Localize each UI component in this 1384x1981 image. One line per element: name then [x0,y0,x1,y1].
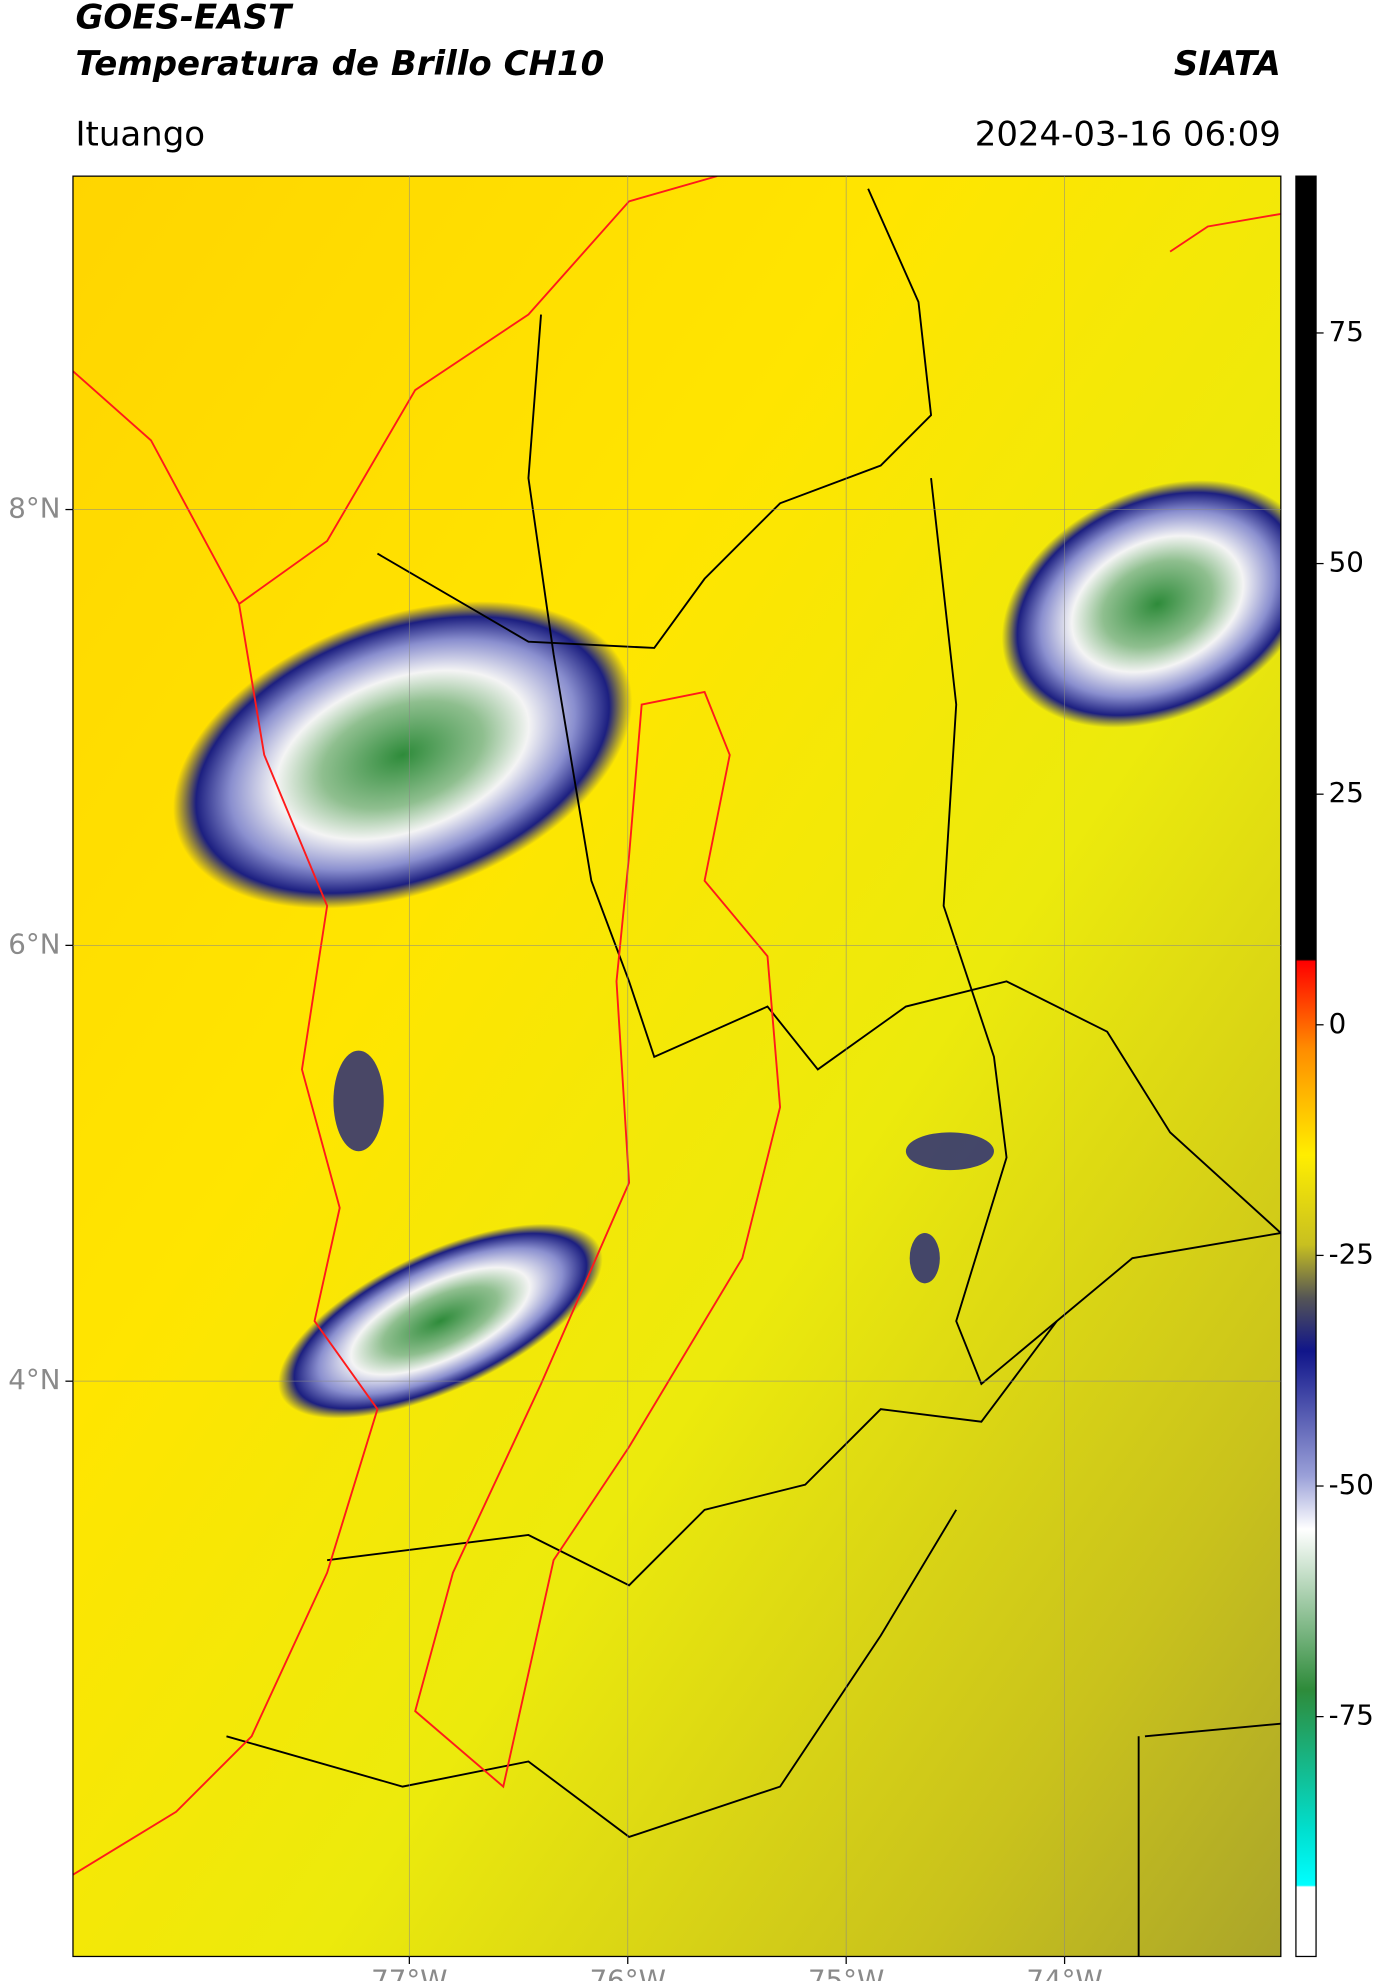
map-background [72,176,1281,1957]
colorbar-tick-label: -25 [1329,1237,1374,1270]
x-tick-label: 77°W [371,1964,447,1981]
colorbar [1295,175,1317,1958]
subtitle: Temperatura de Brillo CH10 [75,44,604,84]
cloud [909,1233,940,1284]
x-tick-label: 74°W [1026,1964,1102,1981]
colorbar-tick-label: 25 [1329,776,1364,809]
boundaries [226,188,1281,1957]
y-tick-label: 8°N [8,492,60,525]
cloud [278,1223,603,1419]
source: SIATA [1174,44,1281,84]
location: Ituango [75,114,205,154]
cloud [173,601,633,909]
map-frame [72,175,1282,1958]
x-tick-label: 75°W [808,1964,884,1981]
colorbar-tick-label: -75 [1329,1699,1374,1732]
cloud [905,1132,994,1171]
cloud-tops [173,480,1281,1419]
y-tick-label: 4°N [8,1363,60,1396]
cloud [1001,480,1281,728]
coastline [72,176,1281,1876]
title: GOES-EAST [75,0,293,37]
colorbar-tick-label: 50 [1329,546,1364,579]
map-area [72,176,1281,1957]
x-tick-label: 76°W [590,1964,666,1981]
datetime: 2024-03-16 06:09 [975,114,1281,154]
colorbar-tick-label: 0 [1329,1007,1347,1040]
colorbar-tick-label: -50 [1329,1468,1374,1501]
cloud [333,1050,384,1152]
y-tick-label: 6°N [8,927,60,960]
colorbar-tick-label: 75 [1329,315,1364,348]
